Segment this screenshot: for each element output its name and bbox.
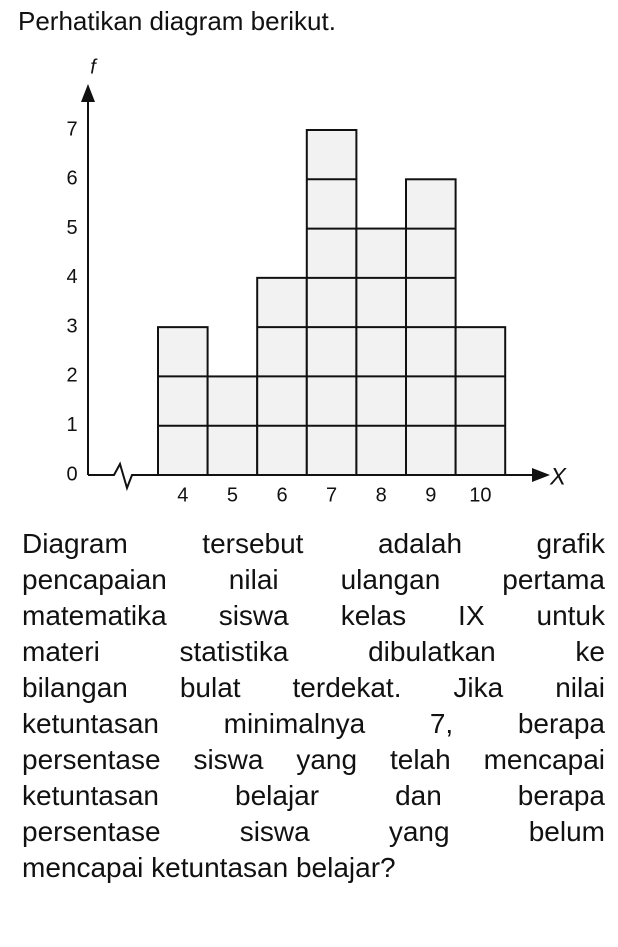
y-tick-label: 4 bbox=[66, 266, 77, 288]
x-tick-label: 5 bbox=[227, 484, 238, 506]
x-arrow bbox=[532, 468, 550, 482]
question-line: Diagram tersebut adalah grafik bbox=[22, 528, 605, 559]
question-line: bilangan bulat terdekat. Jika nilai bbox=[22, 672, 605, 703]
x-tick-label: 10 bbox=[469, 484, 491, 506]
question-line: materi statistika dibulatkan ke bbox=[22, 636, 605, 667]
y-label: f bbox=[90, 56, 98, 78]
x-label: X bbox=[549, 463, 567, 490]
y-tick-label: 1 bbox=[66, 414, 77, 436]
y-tick-label: 2 bbox=[66, 365, 77, 387]
x-tick-label: 8 bbox=[376, 484, 387, 506]
x-tick-label: 7 bbox=[326, 484, 337, 506]
x-tick-label: 6 bbox=[276, 484, 287, 506]
question-line: mencapai ketuntasan belajar? bbox=[22, 852, 396, 883]
question-line: pencapaian nilai ulangan pertama bbox=[22, 564, 605, 595]
bar bbox=[355, 227, 407, 476]
question-line: persentase siswa yang belum bbox=[22, 816, 605, 847]
question: Diagram tersebut adalah grafik pencapaian… bbox=[22, 526, 605, 886]
y-arrow bbox=[81, 84, 95, 102]
question-line: matematika siswa kelas IX untuk bbox=[22, 600, 605, 631]
y-tick-label: 5 bbox=[66, 217, 77, 239]
y-tick-label: 7 bbox=[66, 118, 77, 140]
bar bbox=[157, 326, 209, 476]
question-line: ketuntasan belajar dan berapa bbox=[22, 780, 605, 811]
y-tick-label: 6 bbox=[66, 168, 77, 190]
question-line: ketuntasan minimalnya 7, berapa bbox=[22, 708, 605, 739]
question-line: persentase siswa yang telah mencapai bbox=[22, 744, 605, 775]
bar bbox=[305, 129, 358, 476]
y-tick-label: 3 bbox=[66, 315, 77, 337]
chart: f X 0 1 2 3 4 5 6 7 4 5 6 7 8 9 10 bbox=[66, 56, 567, 506]
intro: Perhatikan diagram berikut. bbox=[18, 6, 336, 36]
x-tick-label: 4 bbox=[177, 484, 188, 506]
bar bbox=[454, 326, 507, 476]
x-tick-label: 9 bbox=[425, 484, 436, 506]
y-tick-label: 0 bbox=[66, 463, 77, 485]
